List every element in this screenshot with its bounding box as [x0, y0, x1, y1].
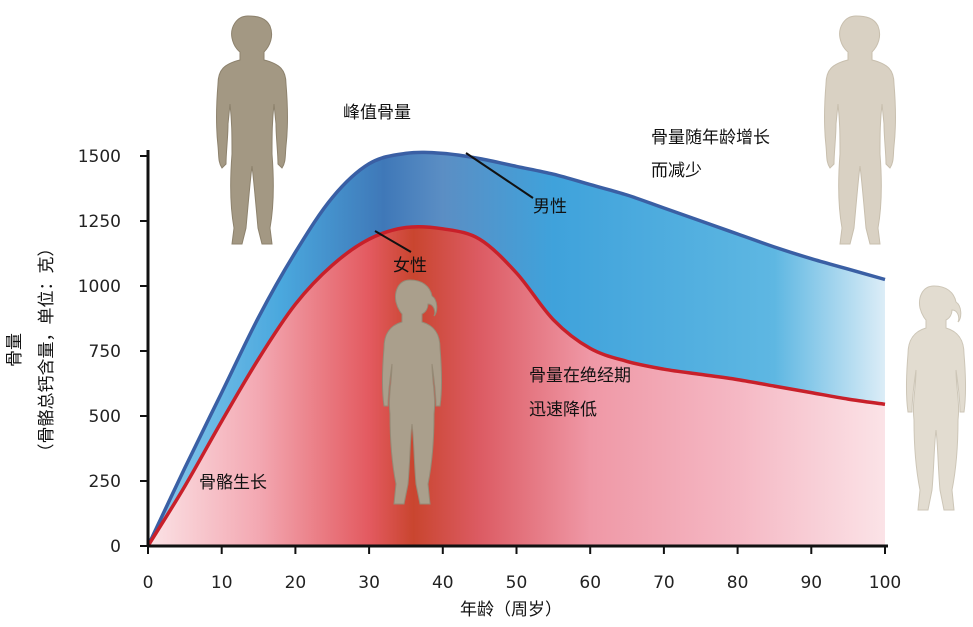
x-axis-title: 年龄（周岁）	[460, 600, 562, 620]
male-series-label: 男性	[533, 197, 567, 217]
x-tick-label: 90	[800, 573, 822, 593]
male-leader-line	[465, 152, 534, 199]
x-tick-label: 0	[143, 573, 154, 593]
x-tick-label: 80	[727, 573, 749, 593]
x-tick-label: 20	[285, 573, 307, 593]
decline-label-line1: 骨量随年龄增长	[651, 128, 770, 148]
menopause-label-line2: 迅速降低	[529, 400, 597, 420]
y-tick-label: 1250	[78, 212, 121, 232]
x-tick-label: 50	[506, 573, 528, 593]
x-tick-label: 100	[869, 573, 901, 593]
y-ticks: 0 250 500 750 1000 1250 1500	[78, 147, 148, 557]
x-tick-label: 30	[358, 573, 380, 593]
x-tick-label: 70	[653, 573, 675, 593]
peak-bone-mass-label: 峰值骨量	[343, 103, 411, 123]
y-axis-subtitle: （骨骼总钙含量，单位：克）	[37, 240, 57, 461]
female-series-line	[146, 224, 886, 547]
bone-growth-label: 骨骼生长	[199, 473, 267, 493]
decline-label-line2: 而减少	[651, 161, 702, 181]
y-tick-label: 750	[89, 342, 121, 362]
old-man-figure-icon	[824, 15, 896, 245]
y-tick-label: 250	[89, 472, 121, 492]
x-ticks: 0 10 20 30 40 50 60 70 80 90 100	[143, 546, 901, 593]
young-man-figure-icon	[216, 15, 288, 245]
male-series-line	[146, 150, 886, 547]
x-tick-label: 60	[579, 573, 601, 593]
y-tick-label: 0	[110, 537, 121, 557]
x-tick-label: 40	[432, 573, 454, 593]
old-woman-figure-icon	[906, 285, 966, 511]
y-axis-title: 骨量	[5, 333, 25, 367]
y-tick-label: 500	[89, 407, 121, 427]
x-tick-label: 10	[211, 573, 233, 593]
young-woman-figure-icon	[382, 279, 442, 505]
female-series-label: 女性	[393, 256, 427, 276]
y-tick-label: 1500	[78, 147, 121, 167]
female-leader-line	[374, 230, 412, 253]
menopause-label-line1: 骨量在绝经期	[529, 366, 631, 386]
female-area	[148, 226, 885, 546]
y-tick-label: 1000	[78, 277, 121, 297]
